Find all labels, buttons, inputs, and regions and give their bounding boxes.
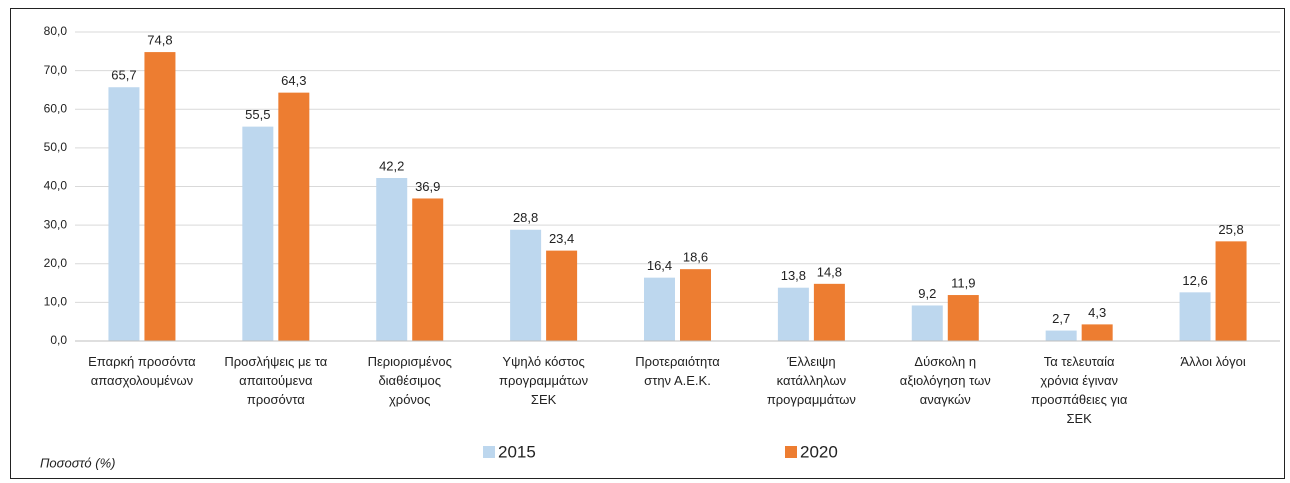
x-tick-label: Άλλοι λόγοι xyxy=(1180,354,1246,369)
value-label: 64,3 xyxy=(281,73,306,88)
value-label: 11,9 xyxy=(951,275,975,290)
value-label: 42,2 xyxy=(379,158,404,173)
value-label: 13,8 xyxy=(781,268,806,283)
legend-label: 2020 xyxy=(800,442,838,461)
value-label: 23,4 xyxy=(549,231,574,246)
x-tick-label: Περιορισμένος διαθέσιμος χρόνος xyxy=(367,354,452,407)
y-tick-label: 10,0 xyxy=(44,295,68,309)
value-label: 4,3 xyxy=(1088,305,1106,320)
bar xyxy=(144,52,176,342)
bar xyxy=(412,198,444,341)
y-tick-label: 80,0 xyxy=(44,24,68,38)
x-tick-label: Προσλήψεις με τα απαιτούμενα προσόντα xyxy=(224,354,328,407)
legend-swatch xyxy=(785,446,797,458)
bar xyxy=(1045,330,1077,341)
value-label: 16,4 xyxy=(647,258,672,273)
x-tick-label: Έλλειψη κατάλληλων προγραμμάτων xyxy=(766,354,856,407)
y-tick-label: 40,0 xyxy=(44,179,68,193)
x-tick-label: Υψηλό κόστος προγραμμάτων ΣΕΚ xyxy=(499,354,589,407)
bar xyxy=(680,269,711,341)
chart-frame xyxy=(10,8,1285,479)
y-tick-label: 20,0 xyxy=(44,256,68,270)
value-label: 25,8 xyxy=(1218,222,1243,237)
value-label: 55,5 xyxy=(245,107,270,122)
value-label: 12,6 xyxy=(1182,273,1207,288)
value-label: 14,8 xyxy=(817,264,842,279)
y-tick-label: 30,0 xyxy=(44,217,68,231)
bar xyxy=(108,87,140,341)
x-tick-label: Προτεραιότητα στην Α.Ε.Κ. xyxy=(635,354,720,388)
legend-swatch xyxy=(483,446,495,458)
bar xyxy=(813,283,845,341)
y-axis-label: Ποσοστό (%) xyxy=(40,455,115,470)
value-label: 9,2 xyxy=(918,286,936,301)
bar xyxy=(644,277,675,341)
value-label: 28,8 xyxy=(513,210,538,225)
legend-label: 2015 xyxy=(498,442,536,461)
value-label: 2,7 xyxy=(1052,311,1070,326)
y-tick-label: 60,0 xyxy=(44,101,68,115)
bar xyxy=(1215,241,1247,341)
bar xyxy=(510,229,542,341)
bar xyxy=(242,126,274,341)
value-label: 36,9 xyxy=(415,179,440,194)
value-label: 65,7 xyxy=(111,68,136,83)
bar xyxy=(947,295,979,341)
bar xyxy=(278,92,310,341)
bar xyxy=(1081,324,1113,341)
y-tick-label: 70,0 xyxy=(44,63,68,77)
bar xyxy=(1179,292,1211,341)
bar xyxy=(546,250,578,341)
x-tick-label: Τα τελευταία χρόνια έγιναν προσπάθειες γ… xyxy=(1030,354,1128,426)
x-tick-label: Δύσκολη η αξιολόγηση των αναγκών xyxy=(899,354,991,407)
x-tick-label: Επαρκή προσόντα απασχολουμένων xyxy=(88,354,196,388)
bar xyxy=(911,305,943,341)
bar xyxy=(376,178,408,341)
bar xyxy=(777,287,809,341)
y-tick-label: 0,0 xyxy=(50,333,67,347)
value-label: 18,6 xyxy=(683,250,708,265)
y-tick-label: 50,0 xyxy=(44,140,68,154)
value-label: 74,8 xyxy=(147,33,172,48)
